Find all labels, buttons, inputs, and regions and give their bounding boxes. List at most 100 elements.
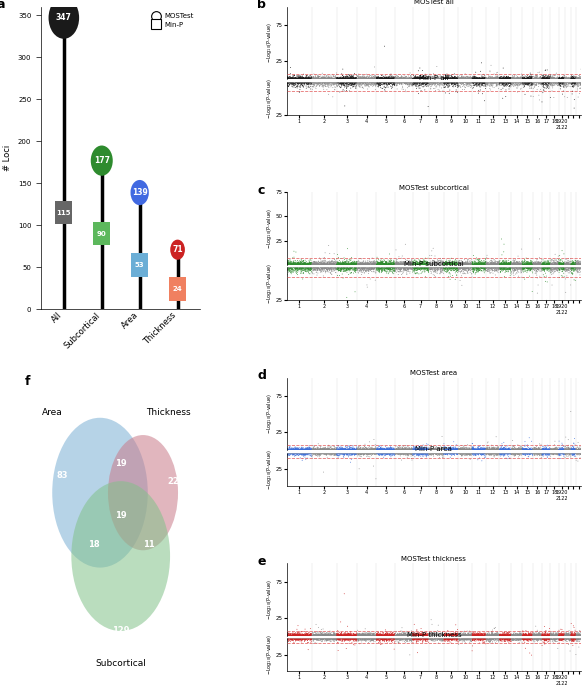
Point xyxy=(389,73,399,84)
Point xyxy=(574,642,583,653)
Point xyxy=(565,634,575,645)
Point xyxy=(535,633,545,644)
Point xyxy=(433,450,442,461)
Point xyxy=(532,266,541,277)
Point xyxy=(317,633,326,644)
Point xyxy=(301,444,311,455)
Point xyxy=(342,71,352,82)
Point xyxy=(411,636,421,647)
Point xyxy=(551,73,560,84)
Point xyxy=(360,629,370,640)
Point xyxy=(355,630,365,641)
Point xyxy=(323,258,332,269)
Point xyxy=(512,630,522,640)
Point xyxy=(348,440,357,451)
Point xyxy=(508,633,518,644)
Point xyxy=(508,78,518,89)
Point xyxy=(352,444,362,455)
Point xyxy=(427,630,436,640)
Point xyxy=(380,633,389,644)
Point xyxy=(324,630,333,640)
Point xyxy=(301,630,311,640)
Point xyxy=(436,449,445,460)
Point xyxy=(404,445,414,456)
Point xyxy=(485,630,495,641)
Point xyxy=(437,263,446,274)
Point xyxy=(436,448,446,459)
Point xyxy=(447,258,456,269)
Point xyxy=(409,73,419,84)
Point xyxy=(412,625,421,636)
Point xyxy=(484,443,494,453)
Point xyxy=(556,259,566,270)
Point xyxy=(568,77,577,88)
Point xyxy=(296,259,305,270)
Point xyxy=(407,258,416,269)
Point xyxy=(363,447,373,458)
Point xyxy=(411,73,421,84)
Point xyxy=(338,77,348,88)
Point xyxy=(502,634,511,645)
Point xyxy=(438,445,447,456)
Point xyxy=(333,73,343,84)
Point xyxy=(402,447,411,458)
Point xyxy=(458,629,468,640)
Point xyxy=(393,444,403,455)
Point xyxy=(345,259,354,270)
Point xyxy=(420,256,429,266)
Point xyxy=(354,73,363,84)
Point xyxy=(497,438,507,449)
Point xyxy=(576,625,586,636)
Point xyxy=(292,448,302,459)
Point xyxy=(482,443,491,454)
Point xyxy=(289,444,298,455)
Point xyxy=(336,444,345,455)
Point xyxy=(310,449,319,460)
Point xyxy=(376,449,386,460)
Point xyxy=(527,73,536,84)
Point xyxy=(576,627,586,638)
Point xyxy=(502,258,511,269)
Point xyxy=(550,445,559,456)
Point xyxy=(494,262,503,273)
Point xyxy=(527,72,536,83)
Point xyxy=(294,258,303,269)
Point xyxy=(461,82,470,93)
Point xyxy=(541,259,550,270)
Point xyxy=(572,72,581,83)
Point xyxy=(524,630,534,641)
Point xyxy=(537,445,546,456)
Point xyxy=(332,259,342,270)
Point xyxy=(375,73,384,84)
Point xyxy=(287,443,296,454)
Point xyxy=(316,627,325,638)
Point xyxy=(344,630,353,640)
Point xyxy=(485,65,495,76)
Point xyxy=(493,259,502,270)
Point xyxy=(454,73,463,84)
Point xyxy=(334,445,343,456)
Point xyxy=(553,629,562,640)
Point xyxy=(488,73,498,84)
Point xyxy=(417,630,426,641)
Point xyxy=(375,259,384,270)
Point xyxy=(496,264,505,275)
Point xyxy=(464,262,473,273)
Point xyxy=(347,442,356,453)
Point xyxy=(562,79,571,90)
Point xyxy=(465,454,475,465)
Point xyxy=(496,266,505,277)
Point xyxy=(487,258,497,269)
Point xyxy=(494,634,503,645)
Point xyxy=(347,630,356,640)
Point xyxy=(459,77,468,88)
Point xyxy=(356,630,366,641)
Point xyxy=(352,633,361,644)
Point xyxy=(510,630,519,640)
Point xyxy=(394,264,403,275)
Point xyxy=(313,263,323,274)
Point xyxy=(446,630,456,641)
Point xyxy=(562,265,571,276)
Point xyxy=(291,445,301,456)
Point xyxy=(487,443,496,454)
